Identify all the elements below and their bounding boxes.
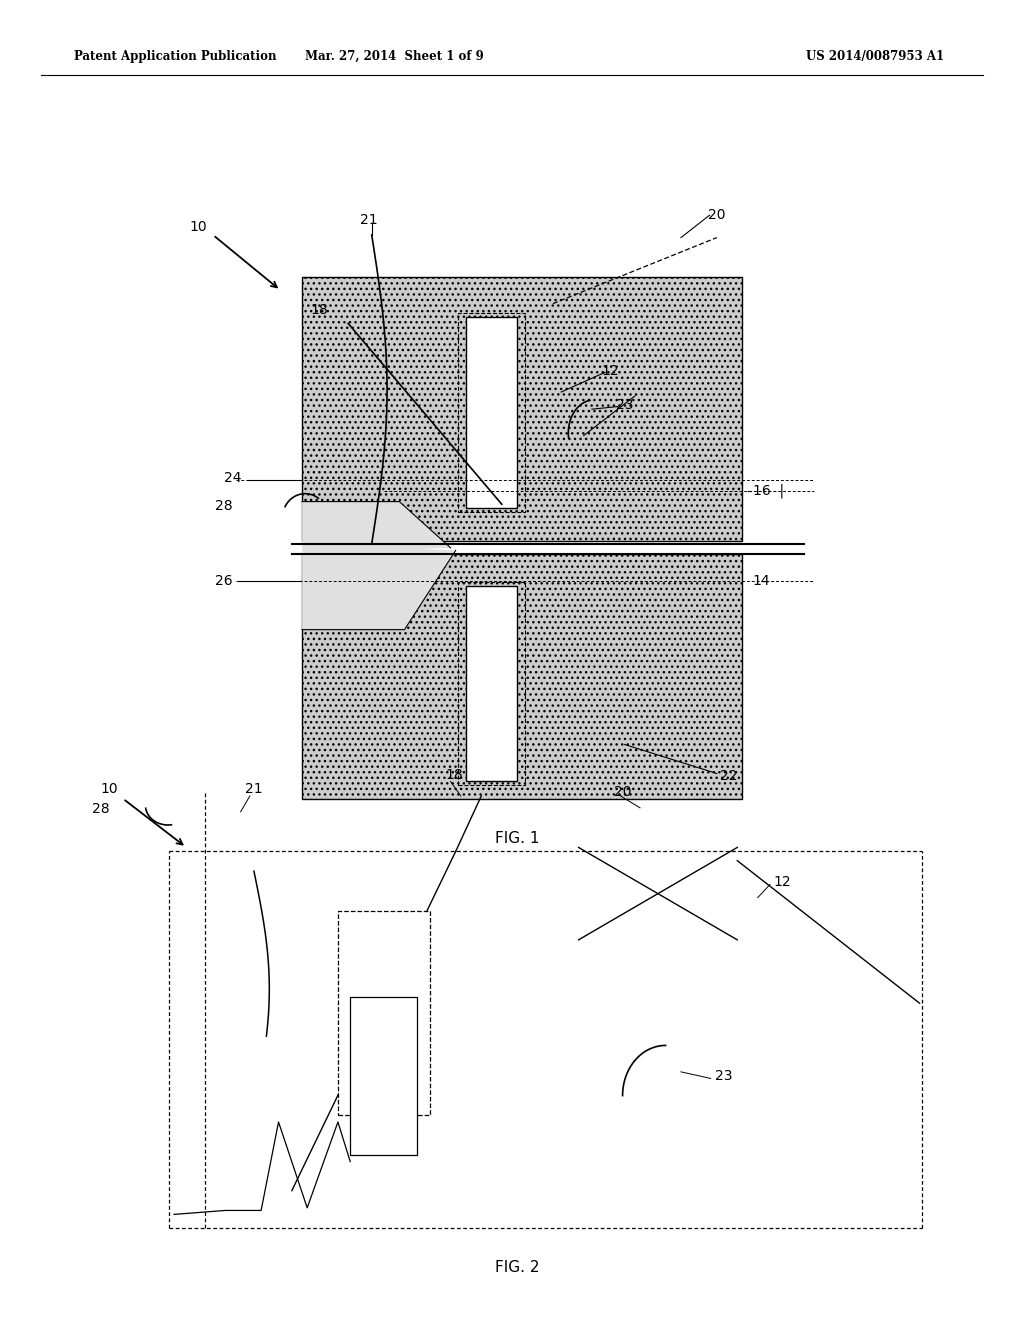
Bar (350, 997, 417, 1155)
Bar (302, 277, 742, 541)
Text: 18: 18 (445, 768, 464, 781)
Bar (466, 317, 517, 508)
Text: US 2014/0087953 A1: US 2014/0087953 A1 (807, 50, 944, 63)
Text: 20: 20 (708, 209, 726, 222)
Text: 14: 14 (753, 574, 770, 587)
Text: 18: 18 (310, 304, 329, 317)
Text: 21: 21 (245, 783, 263, 796)
Text: Mar. 27, 2014  Sheet 1 of 9: Mar. 27, 2014 Sheet 1 of 9 (305, 50, 483, 63)
Text: 23: 23 (715, 1069, 732, 1082)
Text: 28: 28 (215, 499, 232, 512)
Bar (458, 313, 525, 512)
Bar (458, 582, 525, 785)
Polygon shape (302, 502, 451, 554)
Text: 21: 21 (359, 214, 378, 227)
Text: 24: 24 (224, 471, 242, 484)
Text: 20: 20 (613, 785, 632, 799)
Text: 22: 22 (720, 770, 737, 783)
Bar (338, 911, 430, 1115)
Text: 28: 28 (92, 803, 110, 816)
Text: 10: 10 (100, 783, 119, 796)
Text: FIG. 1: FIG. 1 (495, 830, 540, 846)
Text: 16  |: 16 | (753, 484, 783, 498)
Text: 26: 26 (215, 574, 232, 587)
Text: 23: 23 (615, 399, 634, 412)
Polygon shape (302, 544, 456, 630)
Text: 10: 10 (189, 220, 208, 234)
Text: FIG. 2: FIG. 2 (495, 1259, 540, 1275)
Text: Patent Application Publication: Patent Application Publication (74, 50, 276, 63)
Bar (466, 586, 517, 781)
Text: 12: 12 (601, 364, 620, 378)
Bar (302, 554, 742, 799)
Text: 12: 12 (773, 875, 791, 888)
